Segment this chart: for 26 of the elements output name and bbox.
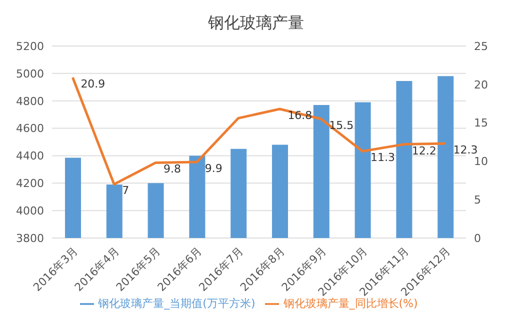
data-label: 15.5 [329,118,354,132]
y2-tick-label: 5 [474,194,481,207]
y-tick-label: 4800 [16,94,44,108]
data-label: 9.8 [164,162,181,176]
chart-title: 钢化玻璃产量 [207,12,305,34]
data-label: 9.9 [204,162,222,175]
y-tick-label: 4200 [16,177,44,190]
y2-tick-label: 15 [474,116,488,130]
y-tick-label: 4000 [16,204,44,218]
y2-tick-label: 25 [474,40,488,53]
data-label: 12.2 [412,144,436,158]
y2-tick-label: 20 [474,78,488,92]
y2-tick-label: 0 [474,232,481,245]
data-label: 20.9 [80,77,106,90]
y-tick-label: 5000 [16,67,44,80]
y2-tick-label: 10 [474,155,488,168]
line-series [71,76,447,186]
legend-label: 钢化玻璃产量_当期值(万平方米) [98,297,256,310]
data-label: 7 [122,184,130,198]
legend-label: 钢化玻璃产量_同比增长(%) [283,297,418,310]
data-label: 11.3 [370,151,395,164]
y-tick-label: 4400 [16,150,44,163]
y-tick-label: 3800 [16,232,44,245]
data-label: 12.3 [453,144,478,157]
y-tick-label: 4600 [16,122,44,136]
y-tick-label: 5200 [16,40,44,53]
